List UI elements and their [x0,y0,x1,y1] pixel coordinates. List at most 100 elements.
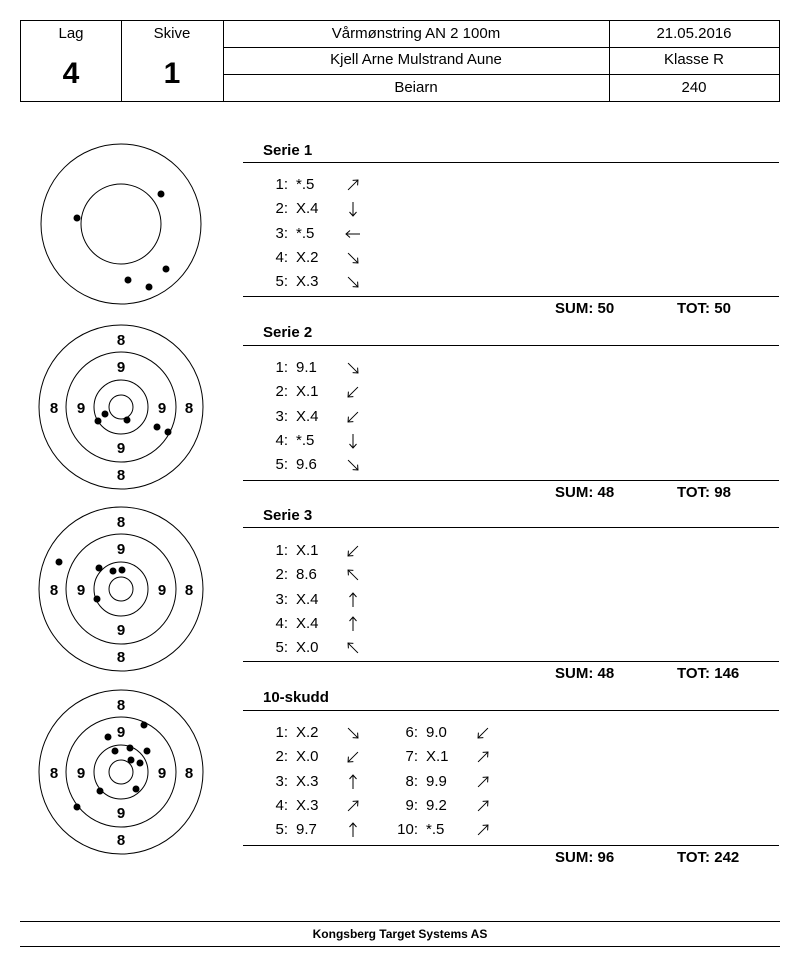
shot-value: X.3 [296,796,319,814]
shot-direction-arrow-icon [349,202,357,218]
target-diagram: 8 9 8 9 9 8 9 8 [38,689,204,855]
shot-hole [145,283,153,291]
shot-hole [143,747,151,755]
shot-hole [118,566,126,574]
divider [243,527,779,528]
shot-direction-arrow-icon [349,433,357,449]
series-total: TOT: 50 [677,300,731,317]
lag-label: Lag [58,25,84,42]
ring-label: 8 [117,649,125,666]
divider [243,661,779,662]
shot-row: 9: 9.2 [392,795,512,817]
shot-hole [95,564,103,572]
divider [243,710,779,711]
shot-hole [101,410,109,418]
target-ring-10 [93,561,149,617]
shot-hole [127,756,135,764]
shot-row: 2: X.1 [262,381,382,403]
target-ring-10 [93,744,149,800]
shot-value: X.0 [296,748,319,766]
shot-number: 3: [275,590,288,608]
shot-direction-arrow-icon [347,800,359,812]
event-date: 21.05.2016 [656,25,732,42]
shot-row: 6: 9.0 [392,722,512,744]
header-table: Lag 4 Skive 1 Vårmønstring AN 2 100m 21.… [20,20,780,102]
divider [609,21,610,101]
shot-row: 1: X.1 [262,540,382,562]
lag-value: 4 [62,57,80,90]
shot-value: *.5 [296,431,315,449]
divider [223,21,224,101]
shot-hole [157,190,165,198]
ring-label: 9 [117,440,125,457]
ring-label: 9 [117,805,125,822]
shot-row: 5: X.0 [262,637,382,659]
target-ring-8 [38,689,204,855]
target-ring-9 [65,351,177,463]
shot-number: 9: [405,796,418,814]
shot-row: 5: X.3 [262,271,382,293]
shot-row: 2: X.4 [262,198,382,220]
shot-row: 10: *.5 [392,819,512,841]
ring-label: 9 [117,541,125,558]
footer-company: Kongsberg Target Systems AS [312,927,488,941]
shot-hole [73,214,81,222]
shot-number: 3: [275,772,288,790]
shot-number: 10: [397,821,418,839]
shot-hole [164,428,172,436]
target-ring-10 [93,379,149,435]
shooter-name: Kjell Arne Mulstrand Aune [330,51,502,68]
shot-row: 4: *.5 [262,430,382,452]
shot-direction-arrow-icon [347,569,359,581]
shot-hole [109,567,117,575]
shot-hole [73,803,81,811]
ring-label: 9 [117,724,125,741]
shot-number: 5: [275,273,288,291]
shot-direction-arrow-icon [349,616,357,631]
ring-label: 8 [117,332,125,349]
target-ring-outer [40,143,202,305]
shot-direction-arrow-icon [477,824,489,836]
shot-number: 5: [275,821,288,839]
series-title: Serie 1 [263,142,313,159]
shot-number: 5: [275,639,288,657]
club-name: Beiarn [394,79,438,96]
shooter-class: Klasse R [663,51,725,68]
shot-row: 4: X.4 [262,613,382,635]
series-sum: SUM: 50 [555,300,615,317]
shot-number: 1: [275,542,288,559]
ring-label: 8 [117,697,125,714]
target-ring-inner [80,183,162,265]
shot-row: 1: X.2 [262,722,382,744]
ring-label: 9 [158,400,166,417]
shot-value: 9.6 [296,456,317,474]
shot-hole [124,276,132,284]
target-ring-8 [38,324,204,490]
shot-number: 5: [275,456,288,474]
ring-label: 8 [117,832,125,849]
shot-value: X.0 [296,639,319,657]
shot-value: X.1 [296,383,319,401]
shot-direction-arrow-icon [477,800,489,812]
shot-number: 3: [275,407,288,425]
shot-row: 7: X.1 [392,746,512,768]
ring-label: 8 [50,400,58,417]
shot-hole [132,785,140,793]
shot-row: 1: *.5 [262,174,382,196]
ring-label: 8 [50,765,58,782]
shot-value: 9.2 [426,796,447,814]
shot-value: X.1 [426,748,449,766]
shot-hole [104,733,112,741]
divider [20,946,780,947]
shot-hole [162,265,170,273]
ring-label: 9 [117,622,125,639]
shot-row: 5: 9.6 [262,454,382,476]
shot-row: 4: X.2 [262,247,382,269]
ring-label: 8 [117,514,125,531]
target-ring-8 [38,506,204,672]
shot-hole [140,721,148,729]
ring-label: 9 [158,582,166,599]
shot-hole [126,744,134,752]
shot-number: 8: [405,772,418,790]
shot-value: *.5 [296,176,315,193]
